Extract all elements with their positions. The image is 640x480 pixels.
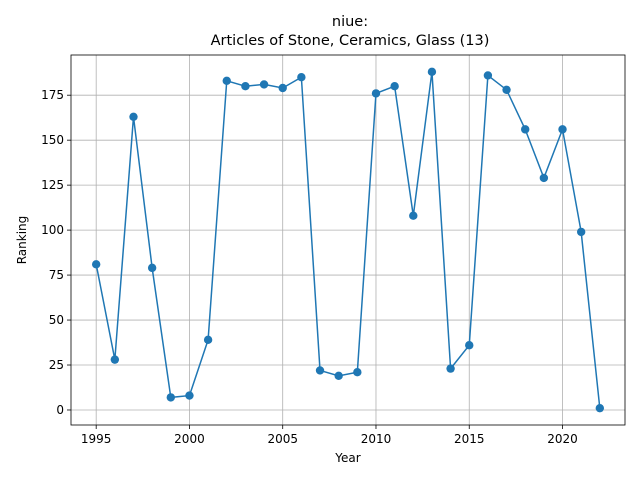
grid: [71, 55, 625, 425]
y-tick-label: 150: [41, 133, 64, 147]
data-point: [595, 403, 605, 413]
data-point: [166, 393, 175, 402]
data-point: [409, 211, 418, 220]
x-tick-label: 2000: [174, 432, 205, 446]
data-point: [91, 260, 101, 269]
data-point: [465, 341, 474, 350]
y-tick-label: 100: [41, 223, 64, 237]
data-point: [129, 112, 138, 121]
x-tick-label: 2020: [547, 432, 578, 446]
y-axis-ticks: 0 25 50 75 100 125 150 175: [41, 88, 71, 417]
chart-title-line-1: niue:: [332, 14, 368, 30]
y-tick-label: 175: [41, 88, 64, 102]
chart-title-line-2: Articles of Stone, Ceramics, Glass (13): [211, 33, 490, 49]
x-tick-label: 2010: [361, 432, 392, 446]
x-axis-label: Year: [334, 451, 360, 465]
x-tick-label: 2005: [267, 432, 298, 446]
data-point: [502, 85, 511, 95]
data-point: [521, 125, 530, 134]
data-point: [241, 82, 250, 91]
data-point: [278, 83, 287, 93]
data-point: [315, 366, 325, 375]
data-point: [259, 80, 269, 89]
data-point: [334, 371, 343, 381]
data-point: [558, 125, 567, 134]
data-point: [353, 368, 362, 377]
x-tick-label: 2015: [454, 432, 485, 446]
data-point: [297, 73, 306, 82]
data-point: [110, 355, 120, 364]
y-tick-label: 50: [49, 313, 64, 327]
data-point: [371, 89, 381, 98]
series-ranking: [91, 67, 605, 413]
x-tick-label: 1995: [81, 432, 112, 446]
data-point: [576, 227, 586, 237]
y-tick-label: 125: [41, 178, 64, 192]
x-axis-ticks: 1995 2000 2005 2010 2015 2020: [81, 425, 578, 446]
data-point: [390, 82, 399, 91]
y-axis-label: Ranking: [15, 216, 29, 265]
plot-frame: [70, 54, 626, 426]
data-point: [222, 76, 231, 86]
y-tick-label: 25: [49, 358, 64, 372]
data-point: [185, 391, 194, 400]
data-point: [483, 71, 493, 80]
series-line: [95, 71, 601, 409]
data-point: [203, 335, 213, 345]
y-tick-label: 0: [56, 403, 64, 417]
y-tick-label: 75: [49, 268, 64, 282]
data-point: [539, 173, 549, 183]
data-point: [427, 67, 437, 77]
data-point: [446, 364, 455, 373]
data-point: [147, 263, 157, 273]
